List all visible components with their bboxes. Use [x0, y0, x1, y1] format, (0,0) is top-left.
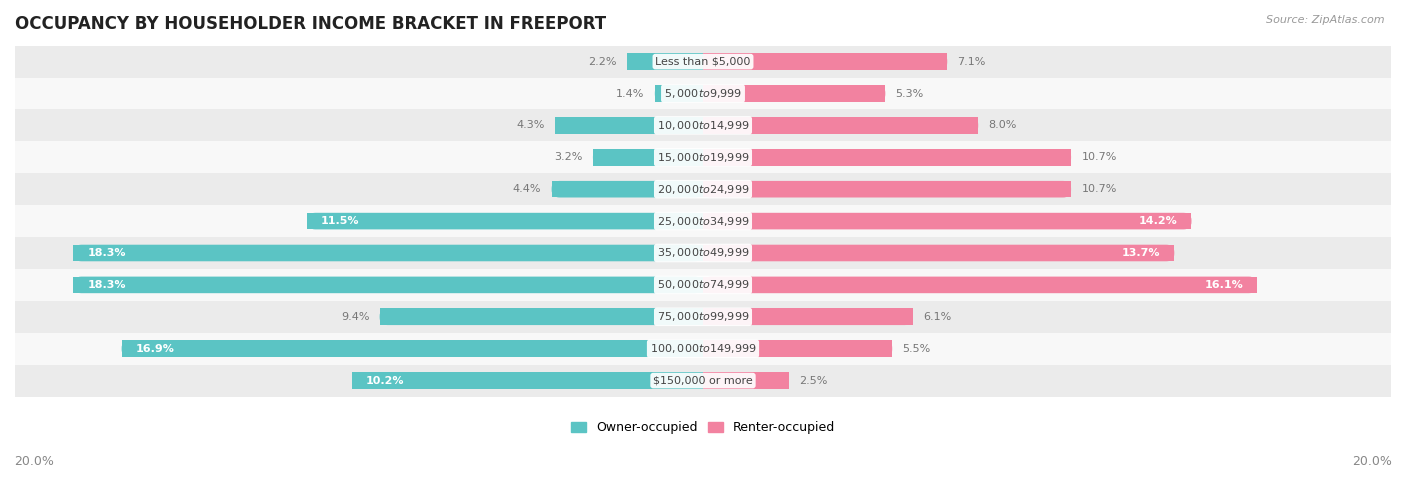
Text: 6.1%: 6.1% — [924, 312, 952, 322]
Bar — [15, 77, 1391, 110]
Text: 16.9%: 16.9% — [135, 344, 174, 354]
Bar — [15, 333, 1391, 365]
FancyBboxPatch shape — [703, 277, 1257, 293]
FancyBboxPatch shape — [703, 53, 948, 70]
FancyBboxPatch shape — [703, 117, 979, 134]
FancyBboxPatch shape — [703, 181, 1071, 198]
FancyBboxPatch shape — [73, 277, 703, 293]
Text: $35,000 to $49,999: $35,000 to $49,999 — [657, 246, 749, 260]
FancyBboxPatch shape — [703, 149, 1071, 166]
Text: 10.7%: 10.7% — [1081, 152, 1116, 162]
FancyBboxPatch shape — [551, 181, 703, 198]
FancyBboxPatch shape — [352, 372, 703, 389]
Text: 8.0%: 8.0% — [988, 120, 1017, 131]
Bar — [703, 181, 1071, 198]
Bar — [627, 53, 703, 70]
Text: 9.4%: 9.4% — [340, 312, 370, 322]
Bar — [551, 181, 703, 198]
Text: OCCUPANCY BY HOUSEHOLDER INCOME BRACKET IN FREEPORT: OCCUPANCY BY HOUSEHOLDER INCOME BRACKET … — [15, 15, 606, 33]
FancyBboxPatch shape — [308, 213, 703, 229]
Text: 20.0%: 20.0% — [1353, 454, 1392, 468]
Bar — [73, 277, 703, 293]
FancyBboxPatch shape — [655, 85, 703, 102]
Text: 3.2%: 3.2% — [554, 152, 582, 162]
Bar — [655, 85, 703, 102]
Text: 5.5%: 5.5% — [903, 344, 931, 354]
FancyBboxPatch shape — [703, 244, 1174, 262]
Text: $100,000 to $149,999: $100,000 to $149,999 — [650, 342, 756, 355]
Bar — [15, 141, 1391, 173]
Text: $5,000 to $9,999: $5,000 to $9,999 — [664, 87, 742, 100]
Bar — [380, 308, 703, 325]
Text: 14.2%: 14.2% — [1139, 216, 1178, 226]
Bar — [308, 213, 703, 229]
Text: $75,000 to $99,999: $75,000 to $99,999 — [657, 310, 749, 323]
Text: 11.5%: 11.5% — [321, 216, 360, 226]
Text: 2.2%: 2.2% — [589, 56, 617, 67]
Bar — [703, 308, 912, 325]
Bar — [122, 340, 703, 357]
Bar — [15, 365, 1391, 396]
Text: 4.4%: 4.4% — [513, 184, 541, 194]
Text: $10,000 to $14,999: $10,000 to $14,999 — [657, 119, 749, 132]
Text: 1.4%: 1.4% — [616, 89, 644, 98]
Bar — [703, 372, 789, 389]
FancyBboxPatch shape — [73, 244, 703, 262]
Bar — [73, 244, 703, 262]
Bar — [593, 149, 703, 166]
Text: $15,000 to $19,999: $15,000 to $19,999 — [657, 151, 749, 164]
Text: 10.2%: 10.2% — [366, 375, 405, 386]
Text: $25,000 to $34,999: $25,000 to $34,999 — [657, 215, 749, 227]
Text: 5.3%: 5.3% — [896, 89, 924, 98]
FancyBboxPatch shape — [380, 308, 703, 325]
Bar — [15, 301, 1391, 333]
FancyBboxPatch shape — [703, 85, 886, 102]
Bar — [703, 85, 886, 102]
Bar — [15, 269, 1391, 301]
Text: 20.0%: 20.0% — [14, 454, 53, 468]
FancyBboxPatch shape — [703, 213, 1191, 229]
Bar — [15, 237, 1391, 269]
Text: Less than $5,000: Less than $5,000 — [655, 56, 751, 67]
FancyBboxPatch shape — [703, 372, 789, 389]
Text: 13.7%: 13.7% — [1122, 248, 1160, 258]
FancyBboxPatch shape — [627, 53, 703, 70]
Bar — [555, 117, 703, 134]
Legend: Owner-occupied, Renter-occupied: Owner-occupied, Renter-occupied — [567, 416, 839, 439]
Text: 7.1%: 7.1% — [957, 56, 986, 67]
Bar — [703, 149, 1071, 166]
FancyBboxPatch shape — [122, 340, 703, 357]
Text: 18.3%: 18.3% — [87, 280, 125, 290]
Text: 10.7%: 10.7% — [1081, 184, 1116, 194]
Bar — [703, 340, 893, 357]
Bar — [15, 46, 1391, 77]
Bar — [15, 173, 1391, 205]
FancyBboxPatch shape — [703, 308, 912, 325]
FancyBboxPatch shape — [703, 340, 893, 357]
Text: 16.1%: 16.1% — [1205, 280, 1243, 290]
Bar — [703, 244, 1174, 262]
Bar — [703, 117, 979, 134]
Text: $150,000 or more: $150,000 or more — [654, 375, 752, 386]
Bar — [15, 110, 1391, 141]
Bar — [15, 205, 1391, 237]
FancyBboxPatch shape — [593, 149, 703, 166]
Text: Source: ZipAtlas.com: Source: ZipAtlas.com — [1267, 15, 1385, 25]
Bar — [703, 213, 1191, 229]
Text: $50,000 to $74,999: $50,000 to $74,999 — [657, 279, 749, 291]
Text: $20,000 to $24,999: $20,000 to $24,999 — [657, 183, 749, 196]
Text: 4.3%: 4.3% — [516, 120, 544, 131]
Bar — [703, 53, 948, 70]
Text: 18.3%: 18.3% — [87, 248, 125, 258]
Text: 2.5%: 2.5% — [800, 375, 828, 386]
Bar — [352, 372, 703, 389]
FancyBboxPatch shape — [555, 117, 703, 134]
Bar — [703, 277, 1257, 293]
